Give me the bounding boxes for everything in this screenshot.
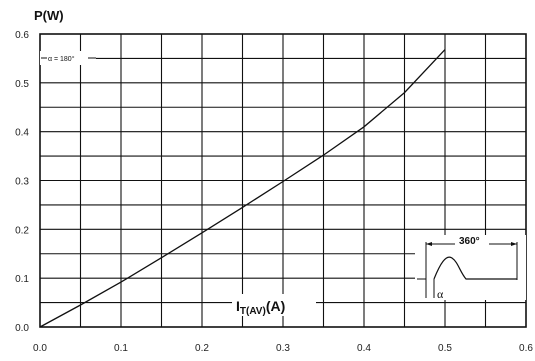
x-tick-label: 0.3 [276,343,290,354]
x-tick-label: 0.2 [195,343,209,354]
svg-text:IT(AV)(A): IT(AV)(A) [236,298,285,317]
x-tick-label: 0.1 [114,343,128,354]
x-tick-label: 0.5 [438,343,452,354]
x-axis-label-sub: T(AV) [240,306,266,317]
x-axis-label-unit: (A) [266,298,285,314]
y-tick-label: 0.6 [15,30,29,41]
y-tick-label: 0.1 [15,274,29,285]
tick-labels: 0.0 0.1 0.2 0.3 0.4 0.5 0.6 0.0 0.1 0.2 0.3 0.4 0.5 0… [15,30,533,354]
x-tick-label: 0.4 [357,343,371,354]
alpha-180-annotation: α = 180° [40,51,96,65]
y-axis-label: P(W) [34,8,64,23]
y-tick-label: 0.3 [15,177,29,188]
x-axis-label-main: I [236,298,240,314]
x-tick-label: 0.6 [519,343,533,354]
alpha-180-label: α = 180° [48,55,75,63]
series-layer [39,49,446,328]
inset-alpha-label: α [437,287,444,301]
waveform-inset: 360° α [415,235,526,301]
plot-frame [39,33,527,328]
y-tick-label: 0.5 [15,79,29,90]
x-axis-label: IT(AV)(A) [232,294,316,317]
inset-360-label: 360° [459,236,480,247]
y-tick-label: 0.4 [15,128,29,139]
power-curve-line [39,49,446,328]
y-tick-label: 0.2 [15,225,29,236]
x-tick-label: 0.0 [33,343,47,354]
y-tick-label: 0.0 [15,323,29,334]
